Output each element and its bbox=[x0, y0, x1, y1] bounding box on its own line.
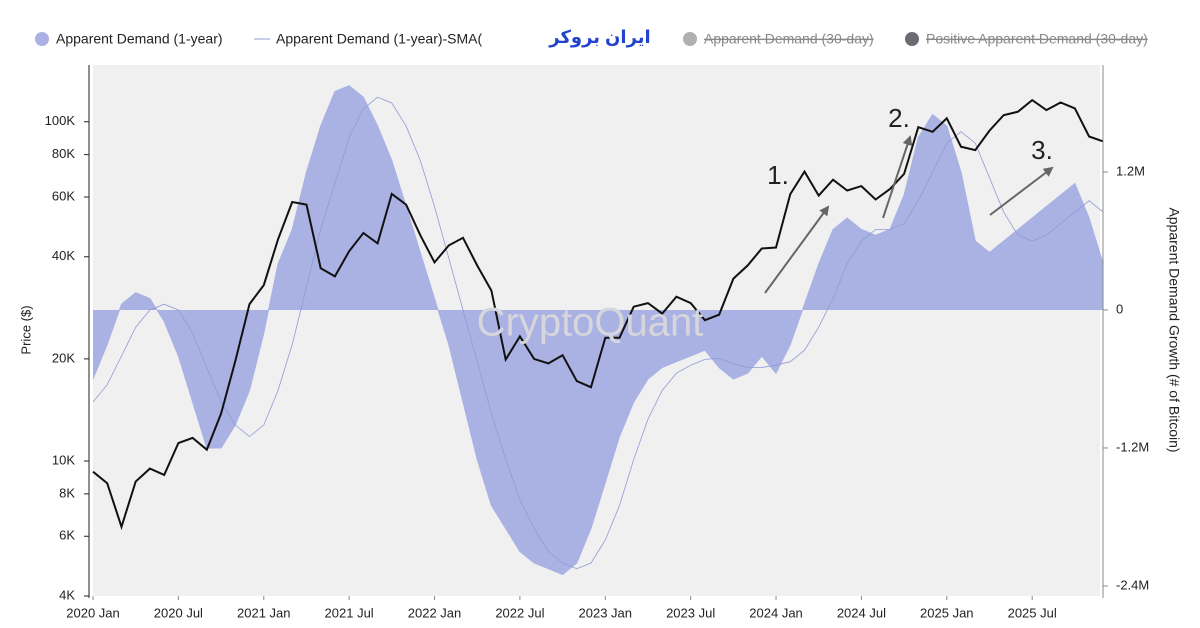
y-tick-label: 60K bbox=[52, 188, 75, 203]
legend-label[interactable]: Positive Apparent Demand (30-day) bbox=[926, 31, 1148, 47]
y2-axis-label: Apparent Demand Growth (# of Bitcoin) bbox=[1166, 207, 1182, 452]
annotation: 1. bbox=[767, 160, 789, 190]
annotation: 3. bbox=[1031, 135, 1053, 165]
y-tick-label: 80K bbox=[52, 146, 75, 161]
logo: ایران بروکر bbox=[548, 27, 650, 48]
area-line bbox=[92, 85, 1104, 576]
annotation: 2. bbox=[888, 103, 910, 133]
y-tick-label: 40K bbox=[52, 248, 75, 263]
legend-label[interactable]: Apparent Demand (30-day) bbox=[704, 31, 874, 47]
watermark: CryptoQuant bbox=[477, 301, 704, 345]
y2-tick-label: -1.2M bbox=[1116, 439, 1149, 454]
y-tick-label: 4K bbox=[59, 587, 75, 602]
x-tick-label: 2023 Jul bbox=[666, 605, 715, 620]
plot-area bbox=[92, 85, 1104, 576]
legend: Apparent Demand (1-year) Apparent Demand … bbox=[35, 31, 1148, 47]
y-axis-label: Price ($) bbox=[18, 305, 33, 354]
x-tick-label: 2025 Jul bbox=[1008, 605, 1057, 620]
price-line bbox=[92, 98, 1104, 531]
x-tick-label: 2022 Jul bbox=[495, 605, 544, 620]
legend-swatch bbox=[683, 32, 697, 46]
y2-tick-label: 0 bbox=[1116, 301, 1123, 316]
y-tick-label: 8K bbox=[59, 485, 75, 500]
x-tick-label: 2020 Jul bbox=[154, 605, 203, 620]
x-tick-label: 2021 Jul bbox=[325, 605, 374, 620]
arrow bbox=[882, 135, 913, 219]
x-tick-label: 2025 Jan bbox=[920, 605, 974, 620]
y-tick-label: 100K bbox=[45, 113, 76, 128]
x-tick-label: 2020 Jan bbox=[66, 605, 120, 620]
x-tick-label: 2022 Jan bbox=[408, 605, 462, 620]
area-fill bbox=[93, 85, 1104, 575]
x-tick-label: 2021 Jan bbox=[237, 605, 291, 620]
y-tick-label: 10K bbox=[52, 452, 75, 467]
legend-swatch bbox=[35, 32, 49, 46]
legend-swatch bbox=[905, 32, 919, 46]
y-tick-label: 20K bbox=[52, 350, 75, 365]
legend-label[interactable]: Apparent Demand (1-year)-SMA( bbox=[276, 31, 483, 47]
x-tick-label: 2024 Jul bbox=[837, 605, 886, 620]
x-tick-label: 2024 Jan bbox=[749, 605, 803, 620]
y-tick-label: 6K bbox=[59, 528, 75, 543]
x-tick-label: 2023 Jan bbox=[579, 605, 633, 620]
y2-tick-label: -2.4M bbox=[1116, 577, 1149, 592]
legend-label[interactable]: Apparent Demand (1-year) bbox=[56, 31, 223, 47]
sma-line bbox=[92, 96, 1104, 570]
arrow bbox=[764, 205, 830, 294]
y2-tick-label: 1.2M bbox=[1116, 163, 1145, 178]
arrow bbox=[989, 166, 1054, 216]
